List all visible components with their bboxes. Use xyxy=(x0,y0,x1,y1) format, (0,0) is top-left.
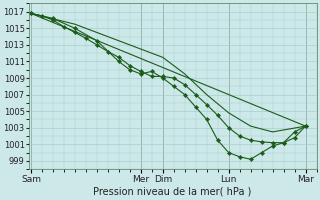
X-axis label: Pression niveau de la mer( hPa ): Pression niveau de la mer( hPa ) xyxy=(93,187,252,197)
